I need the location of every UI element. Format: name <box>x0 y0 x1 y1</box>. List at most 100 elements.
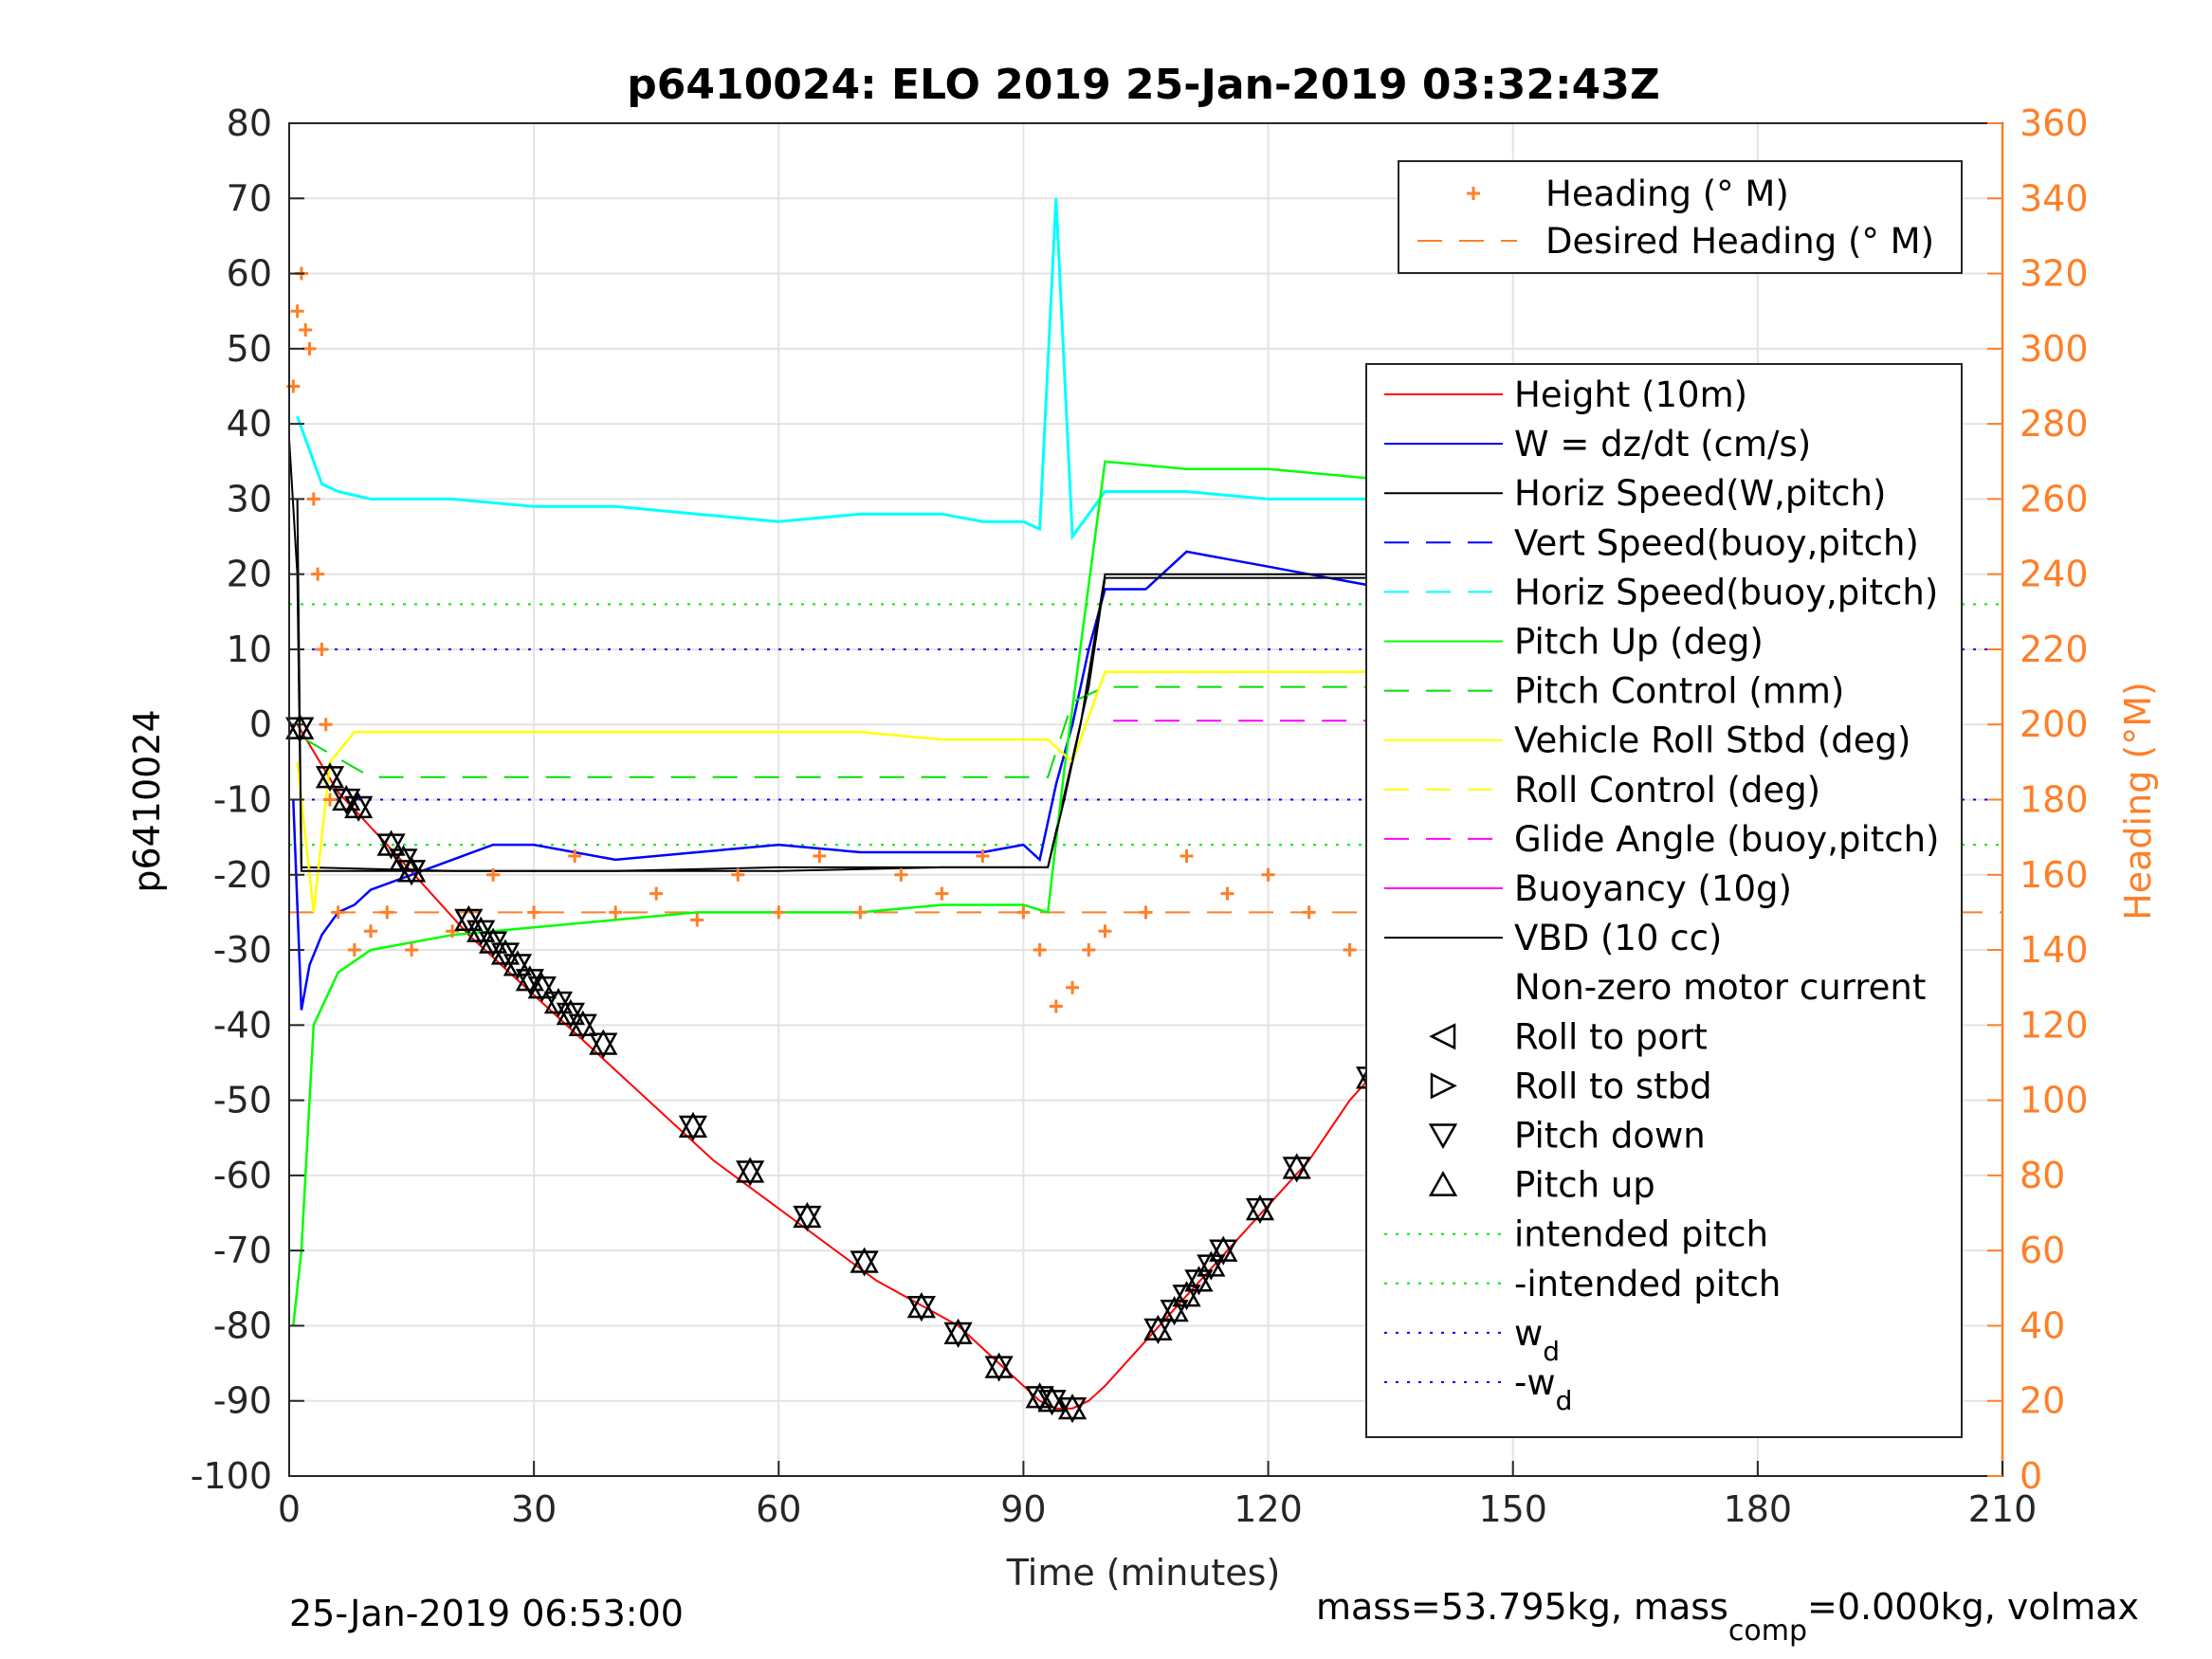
heading-point <box>1220 886 1234 901</box>
footer-mass-a: mass=53.795kg, mass <box>1316 1586 1728 1628</box>
legend-main-label-text: Non-zero motor current <box>1514 967 1926 1008</box>
y2-tick-label: 280 <box>2020 403 2089 445</box>
legend-main-label: Horiz Speed(W,pitch) <box>1514 473 1886 514</box>
pitch-down-marker <box>332 788 361 815</box>
heading-point <box>1179 848 1194 863</box>
legend-main-label: Pitch Up (deg) <box>1514 622 1764 663</box>
pitch-up-marker <box>1197 1250 1226 1277</box>
legend-main-label-text: Roll Control (deg) <box>1514 770 1820 811</box>
legend-main-label-text: Glide Angle (buoy,pitch) <box>1514 819 1939 860</box>
heading-point <box>299 323 313 337</box>
pitch-up-marker <box>344 792 374 819</box>
pitch-down-marker <box>503 954 533 980</box>
pitch-down-marker <box>527 976 557 1003</box>
y-tick-label: 30 <box>227 478 272 520</box>
y2-tick-label: 0 <box>2020 1455 2042 1497</box>
x-tick-label: 60 <box>756 1488 801 1530</box>
heading-point <box>290 304 304 319</box>
legend-main-label-text: Horiz Speed(W,pitch) <box>1514 473 1886 514</box>
legend-heading-label: Heading (° M) <box>1545 173 1789 214</box>
y2-tick-label: 320 <box>2020 253 2089 295</box>
legend-main-label-text: Pitch Control (mm) <box>1514 671 1844 712</box>
legend-main-label: Pitch down <box>1514 1116 1706 1157</box>
pitch-down-marker <box>850 1250 879 1277</box>
pitch-down-marker <box>568 1013 597 1040</box>
y-axis-right: 3603403203002802602402202001801601401201… <box>1987 102 2089 1497</box>
legend-main-label-text: Vert Speed(buoy,pitch) <box>1514 522 1919 563</box>
pitch-down-marker <box>1245 1197 1275 1225</box>
heading-point <box>315 642 329 656</box>
pitch-up-marker <box>490 939 521 965</box>
pitch-down-marker <box>285 717 315 743</box>
heading-point <box>568 848 582 863</box>
pitch-down-marker <box>376 833 406 860</box>
pitch-down-marker <box>943 1322 973 1348</box>
footer-mass-b: =0.000kg, volmax <box>1807 1586 2139 1628</box>
legend-heading-box: Heading (° M) Desired Heading (° M) <box>1398 160 1963 274</box>
legend-main-label: wd <box>1514 1313 1560 1367</box>
legend-main-label-text: Pitch Up (deg) <box>1514 622 1764 663</box>
heading-point <box>1098 924 1112 939</box>
y-tick-label: -50 <box>213 1080 272 1121</box>
legend-main-label: Non-zero motor current <box>1514 967 1926 1008</box>
pitch-down-marker <box>1209 1239 1238 1266</box>
y-tick-label: -40 <box>213 1004 272 1046</box>
legend-main-label: Pitch up <box>1514 1165 1655 1206</box>
y-tick-label: -100 <box>191 1455 272 1497</box>
pitch-down-marker <box>515 969 544 995</box>
pitch-up-marker <box>793 1201 822 1229</box>
legend-main-frame <box>1365 363 1963 1438</box>
legend-main-symbol <box>1430 1072 1457 1100</box>
legend-main-label-text: intended pitch <box>1514 1214 1768 1255</box>
pitch-down-marker <box>1143 1318 1173 1344</box>
legend-heading-symbol <box>1467 187 1480 200</box>
legend-main-label-text: Pitch up <box>1514 1165 1655 1206</box>
heading-point <box>649 886 664 901</box>
x-tick-label: 120 <box>1234 1488 1303 1530</box>
y2-tick-label: 120 <box>2020 1004 2089 1046</box>
pitch-up-marker <box>376 830 406 856</box>
heading-point <box>347 943 361 957</box>
pitch-down-marker <box>1172 1285 1201 1311</box>
y-tick-label: 10 <box>227 629 272 670</box>
legend-main-label-text: w <box>1514 1313 1543 1354</box>
pitch-down-marker <box>589 1032 618 1059</box>
heading-point <box>380 905 394 920</box>
y-tick-label: -70 <box>213 1230 272 1271</box>
pitch-down-marker <box>793 1205 822 1232</box>
heading-point <box>813 848 827 863</box>
legend-main-label-text: -intended pitch <box>1514 1264 1781 1304</box>
heading-point <box>405 943 419 957</box>
footer-mass: mass=53.795kg, masscomp=0.000kg, volmax <box>1316 1586 2139 1648</box>
y2-tick-label: 80 <box>2020 1155 2065 1196</box>
legend-main-label: VBD (10 cc) <box>1514 918 1722 958</box>
pitch-up-marker <box>1143 1314 1173 1341</box>
pitch-down-marker <box>1160 1299 1189 1326</box>
pitch-up-marker <box>906 1292 936 1319</box>
pitch-up-marker <box>478 927 508 954</box>
heading-point <box>731 867 745 882</box>
y-tick-label: 70 <box>227 177 272 219</box>
pitch-up-marker <box>1025 1382 1054 1409</box>
pitch-up-marker <box>1209 1235 1238 1262</box>
x-tick-label: 210 <box>1968 1488 2038 1530</box>
pitch-up-marker <box>568 1010 597 1036</box>
heading-point <box>319 718 333 732</box>
footer-timestamp: 25-Jan-2019 06:53:00 <box>289 1593 684 1634</box>
pitch-up-marker <box>503 950 533 976</box>
y-tick-label: 40 <box>227 403 272 445</box>
y2-tick-label: 40 <box>2020 1304 2065 1346</box>
pitch-up-marker <box>315 762 345 789</box>
pitch-up-marker <box>543 987 574 1014</box>
chart-title: p6410024: ELO 2019 25-Jan-2019 03:32:43Z <box>627 61 1659 109</box>
y2-tick-label: 160 <box>2020 854 2089 896</box>
pitch-down-marker <box>396 860 427 886</box>
pitch-down-marker <box>984 1356 1014 1382</box>
y2-tick-label: 240 <box>2020 554 2089 595</box>
heading-point <box>853 905 868 920</box>
y-tick-label: -20 <box>213 854 272 896</box>
pitch-down-marker <box>678 1115 708 1141</box>
y2-tick-label: 20 <box>2020 1380 2065 1422</box>
heading-point <box>527 905 541 920</box>
